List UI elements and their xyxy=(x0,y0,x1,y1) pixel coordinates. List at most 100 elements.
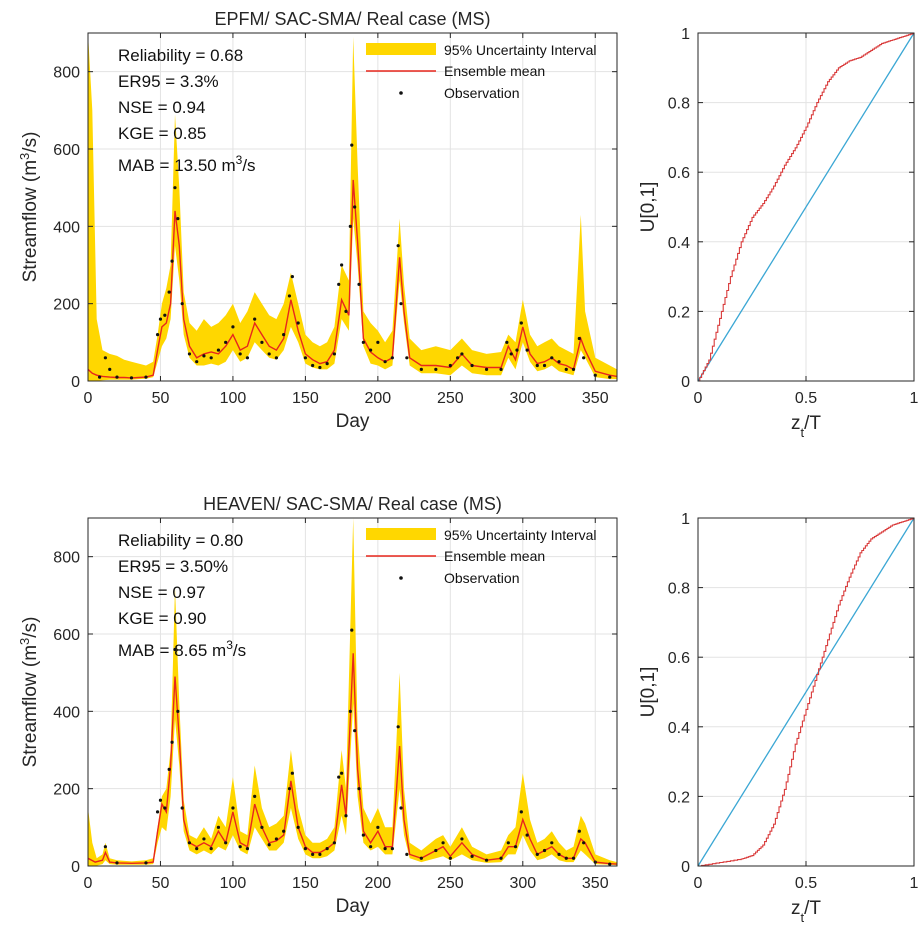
x-axis-label: zt/T xyxy=(791,413,821,440)
observation-point xyxy=(577,829,581,833)
observation-point xyxy=(180,302,184,306)
observation-point xyxy=(260,825,264,829)
stat-line: KGE = 0.90 xyxy=(118,609,206,628)
observation-point xyxy=(434,367,438,371)
observation-point xyxy=(383,360,387,364)
observation-point xyxy=(361,340,365,344)
observation-point xyxy=(550,841,554,845)
stat-line: ER95 = 3.3% xyxy=(118,72,219,91)
x-tick-label: 0 xyxy=(84,875,93,892)
x-axis-label: Day xyxy=(336,896,370,917)
observation-point xyxy=(571,856,576,860)
observation-point xyxy=(173,186,177,190)
legend-band-label: 95% Uncertainty Interval xyxy=(444,42,597,58)
x-tick-label: 150 xyxy=(292,875,319,892)
stat-line: MAB = 8.65 m3/s xyxy=(118,638,246,660)
legend-band-swatch xyxy=(366,43,436,55)
observation-point xyxy=(180,806,184,810)
legend-mean-label: Ensemble mean xyxy=(444,63,545,79)
observation-point xyxy=(202,354,206,358)
x-tick-label: 1 xyxy=(910,875,919,892)
observation-point xyxy=(376,825,380,829)
stat-line: KGE = 0.85 xyxy=(118,124,206,143)
observation-point xyxy=(519,810,523,814)
observation-point xyxy=(129,376,134,380)
observation-point xyxy=(340,263,344,267)
observation-point xyxy=(163,806,167,810)
observation-point xyxy=(224,841,228,845)
observation-point xyxy=(535,363,539,368)
x-tick-label: 300 xyxy=(509,390,536,407)
observation-point xyxy=(525,833,529,837)
observation-point xyxy=(97,375,102,379)
observation-point xyxy=(557,852,561,857)
x-tick-label: 150 xyxy=(292,390,319,407)
observation-point xyxy=(419,856,423,860)
observation-point xyxy=(282,829,286,833)
observation-point xyxy=(564,856,568,860)
observation-point xyxy=(290,771,294,775)
observation-point xyxy=(311,363,315,368)
observation-point xyxy=(506,841,510,845)
stat-line: MAB = 13.50 m3/s xyxy=(118,153,256,175)
observation-point xyxy=(460,837,464,841)
observation-point xyxy=(318,365,322,370)
observation-point xyxy=(253,317,257,321)
observation-point xyxy=(608,375,612,379)
stat-line: NSE = 0.97 xyxy=(118,583,205,602)
observation-point xyxy=(571,367,576,371)
observation-point xyxy=(287,294,292,298)
observation-point xyxy=(350,143,354,147)
stats-box: Reliability = 0.68 ER95 = 3.3% NSE = 0.94 K… xyxy=(118,46,256,175)
x-tick-label: 250 xyxy=(437,390,464,407)
pit-curve xyxy=(698,518,915,867)
observation-point xyxy=(369,348,373,352)
observation-point xyxy=(455,356,460,360)
observation-point xyxy=(224,340,228,344)
chart-title: EPFM/ SAC-SMA/ Real case (MS) xyxy=(214,9,490,29)
observation-point xyxy=(376,340,380,344)
y-axis-label: U[0,1] xyxy=(638,182,659,233)
y-tick-label: 800 xyxy=(53,550,80,567)
y-tick-label: 200 xyxy=(53,782,80,799)
y-tick-label: 0.4 xyxy=(668,720,690,737)
observation-point xyxy=(195,360,199,364)
observation-point xyxy=(441,841,445,845)
observation-point xyxy=(353,205,357,209)
axes-box xyxy=(87,517,618,867)
x-tick-label: 200 xyxy=(365,875,392,892)
legend-mean-label: Ensemble mean xyxy=(444,548,545,564)
observation-point xyxy=(337,775,341,779)
observation-point xyxy=(167,767,171,771)
observation-point xyxy=(287,787,292,791)
legend-band-label: 95% Uncertainty Interval xyxy=(444,527,597,543)
observation-point xyxy=(582,841,586,845)
observation-point xyxy=(274,837,279,841)
x-tick-label: 50 xyxy=(152,390,170,407)
observation-point xyxy=(296,825,300,829)
y-tick-label: 0 xyxy=(681,374,690,391)
observation-point xyxy=(216,825,221,829)
observation-point xyxy=(158,317,163,321)
x-tick-label: 0 xyxy=(84,390,93,407)
observation-point xyxy=(260,340,264,344)
observation-point xyxy=(419,367,423,371)
observation-point xyxy=(173,647,177,652)
observation-point xyxy=(434,848,438,853)
stats-box: Reliability = 0.80 ER95 = 3.50% NSE = 0.97… xyxy=(118,531,246,660)
observation-point xyxy=(383,847,387,851)
observation-point xyxy=(577,336,581,341)
observation-point xyxy=(209,356,213,360)
observation-point xyxy=(353,729,357,733)
observation-point xyxy=(155,333,160,337)
observation-point xyxy=(303,847,307,851)
ticks xyxy=(697,32,915,382)
observation-point xyxy=(348,224,352,228)
observation-point xyxy=(550,356,554,360)
observation-point xyxy=(176,217,180,221)
observation-point xyxy=(318,852,322,857)
legend-obs-label: Observation xyxy=(444,85,519,101)
y-tick-label: 600 xyxy=(53,142,80,159)
observation-point xyxy=(608,862,612,866)
observation-point xyxy=(170,259,174,263)
